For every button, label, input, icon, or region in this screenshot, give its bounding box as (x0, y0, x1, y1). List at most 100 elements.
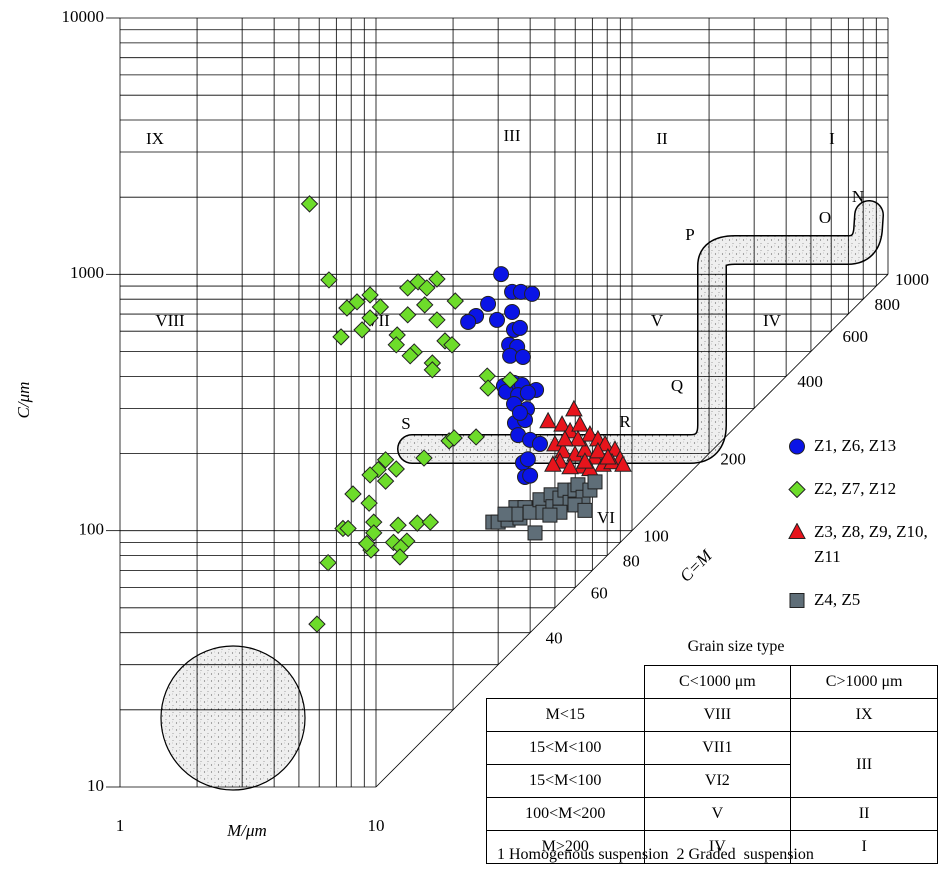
table-header-cell: C<1000 μm (644, 666, 791, 699)
diagonal-label: C=M (676, 545, 716, 585)
diagonal-tick-label: 800 (874, 295, 900, 314)
legend-marker (788, 591, 806, 609)
table-cell: IX (791, 699, 938, 732)
data-point (461, 314, 476, 329)
region-label: I (829, 129, 835, 148)
data-point (523, 468, 538, 483)
curve-label: O (819, 208, 831, 227)
table-cell: VI2 (644, 765, 791, 798)
data-point (480, 380, 496, 396)
y-tick-label: 10 (87, 776, 104, 795)
table-row: M<15VIIIIX (487, 699, 938, 732)
legend-item: Z3, Z8, Z9, Z10, Z11 (788, 519, 928, 569)
data-point (447, 293, 463, 309)
region-label: VI (597, 508, 615, 527)
curve-label: N (852, 187, 864, 206)
diagonal-tick-label: 200 (720, 449, 746, 468)
data-point (490, 312, 505, 327)
data-point (345, 486, 361, 502)
diagonal-tick-label: 1000 (895, 270, 929, 289)
x-axis-title: M/μm (226, 821, 267, 840)
table-cell: M<15 (487, 699, 645, 732)
legend-symbol (789, 524, 805, 539)
diagonal-tick-label: 80 (623, 551, 640, 570)
table-corner (487, 666, 645, 699)
data-point (302, 196, 318, 212)
footnote: 1 Homogenous suspension 2 Graded suspens… (497, 846, 814, 864)
data-point (498, 507, 512, 521)
legend-symbol (789, 482, 805, 498)
legend-symbol (790, 594, 804, 608)
stipple-circle (161, 646, 305, 790)
data-point (512, 405, 527, 420)
table-cell: 100<M<200 (487, 798, 645, 831)
data-point (523, 505, 537, 519)
data-point (388, 337, 404, 353)
diagonal-tick-label: 60 (591, 583, 608, 602)
legend-symbol (790, 439, 805, 454)
legend-marker (788, 437, 806, 455)
region-label: IV (763, 311, 782, 330)
legend-label: Z3, Z8, Z9, Z10, Z11 (814, 519, 928, 569)
data-point (505, 304, 520, 319)
y-axis-title: C/μm (14, 382, 33, 419)
data-point (515, 349, 530, 364)
data-point (540, 413, 556, 428)
x-tick-label: 1 (116, 816, 125, 835)
legend-label: Z2, Z7, Z12 (814, 476, 896, 501)
curve-label: P (685, 225, 694, 244)
table-cell: 15<M<100 (487, 732, 645, 765)
y-tick-label: 100 (79, 520, 105, 539)
curve-label: S (401, 414, 410, 433)
legend-item: Z2, Z7, Z12 (788, 476, 928, 501)
table-cell: 15<M<100 (487, 765, 645, 798)
data-point (494, 267, 509, 282)
data-point (588, 475, 602, 489)
data-point (400, 307, 416, 323)
data-point (578, 503, 592, 517)
region-label: VIII (155, 311, 185, 330)
region-label: V (651, 311, 664, 330)
table-header-cell: C>1000 μm (791, 666, 938, 699)
region-label: II (656, 129, 668, 148)
diagonal-tick-label: 600 (842, 327, 868, 346)
grain-size-table: C<1000 μmC>1000 μmM<15VIIIIX15<M<100VII1… (486, 665, 938, 864)
data-point (361, 495, 377, 511)
table-cell: VII1 (644, 732, 791, 765)
data-point (572, 416, 588, 431)
legend-marker (788, 480, 806, 498)
table-title: Grain size type (586, 638, 886, 656)
table-cell: VIII (644, 699, 791, 732)
data-point (528, 526, 542, 540)
table-cell: III (791, 732, 938, 798)
y-tick-label: 1000 (70, 263, 104, 282)
legend-item: Z4, Z5 (788, 587, 928, 612)
data-point (532, 436, 547, 451)
region-label: III (504, 126, 521, 145)
diagonal-tick-label: 40 (546, 629, 563, 648)
legend-label: Z1, Z6, Z13 (814, 433, 896, 458)
y-tick-label: 10000 (62, 7, 105, 26)
data-point (520, 452, 535, 467)
curve-label: Q (671, 376, 683, 395)
legend-item: Z1, Z6, Z13 (788, 433, 928, 458)
data-point (512, 320, 527, 335)
curve-label: R (619, 412, 631, 431)
legend: Z1, Z6, Z13 Z2, Z7, Z12 Z3, Z8, Z9, Z10, Z… (788, 433, 928, 630)
data-point (525, 286, 540, 301)
table-cell: V (644, 798, 791, 831)
data-point (309, 616, 325, 632)
region-label: IX (146, 129, 164, 148)
legend-marker (788, 523, 806, 541)
data-point (520, 385, 535, 400)
table-cell: II (791, 798, 938, 831)
x-tick-label: 10 (368, 816, 385, 835)
data-point (422, 514, 438, 530)
data-point (543, 508, 557, 522)
data-point (320, 555, 336, 571)
page: C/μm M/μm C=M 10 100 1000 10000 1 10 40 60 80 100… (0, 0, 939, 891)
pattern-curve (412, 215, 869, 449)
